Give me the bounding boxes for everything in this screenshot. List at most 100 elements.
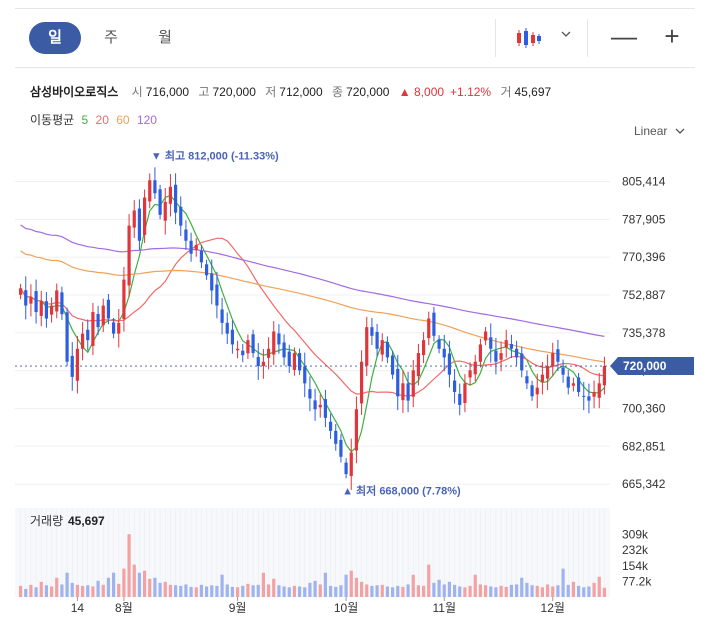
volume-bar xyxy=(421,585,426,597)
candle-body xyxy=(468,370,472,378)
ma-20[interactable]: 20 xyxy=(95,113,109,127)
volume-bar xyxy=(204,586,209,597)
volume-bar xyxy=(272,578,276,597)
candle-body xyxy=(602,366,607,386)
candle-body xyxy=(514,348,519,358)
volume-bar xyxy=(80,585,85,597)
candle-body xyxy=(235,348,240,351)
price-tick-label: 665,342 xyxy=(622,477,666,491)
volume-bar xyxy=(365,584,369,597)
volume-bar xyxy=(597,576,601,597)
close-value: 720,000 xyxy=(346,85,390,99)
volume-bar xyxy=(334,586,338,597)
volume-bar xyxy=(122,568,126,597)
volume-bar xyxy=(49,586,54,597)
volume-bar xyxy=(137,572,142,597)
volume-bar xyxy=(101,584,105,597)
candle-body xyxy=(427,318,431,339)
candle-body xyxy=(96,313,100,328)
candle-body xyxy=(380,340,384,355)
candle-body xyxy=(106,299,111,319)
volume-bar xyxy=(158,582,162,597)
candle-body xyxy=(184,229,188,241)
candle-body xyxy=(447,353,452,375)
candle-body xyxy=(117,322,121,334)
candle-body xyxy=(230,329,235,345)
tab-daily[interactable]: 일 xyxy=(29,22,81,54)
candle-body xyxy=(111,322,116,334)
high-label: 고 xyxy=(198,85,210,99)
volume-bar xyxy=(173,585,178,597)
candlestick-icon[interactable] xyxy=(515,26,541,50)
scale-selector[interactable]: Linear xyxy=(634,124,685,138)
candle-body xyxy=(587,396,591,401)
volume-bar xyxy=(566,584,570,597)
price-tick-label: 770,396 xyxy=(622,250,666,264)
stock-name: 삼성바이오로직스 xyxy=(30,85,119,99)
candle-body xyxy=(261,361,266,367)
candle-body xyxy=(504,340,508,348)
candle-body xyxy=(225,322,229,334)
ma-120[interactable]: 120 xyxy=(136,113,157,127)
ma-60[interactable]: 60 xyxy=(116,113,130,127)
tab-weekly[interactable]: 주 xyxy=(104,29,118,46)
volume-bar xyxy=(339,585,343,597)
scale-label: Linear xyxy=(634,124,668,138)
price-axis: 805,414787,905770,396752,887735,378717,8… xyxy=(15,175,694,491)
tab-monthly[interactable]: 월 xyxy=(158,29,172,46)
candle-body xyxy=(34,291,38,313)
price-tick-label: 752,887 xyxy=(622,288,666,302)
ma-120-line xyxy=(20,224,605,337)
time-tick-label: 10월 xyxy=(334,601,358,615)
volume-bar xyxy=(509,584,514,597)
volume-bar xyxy=(602,587,607,597)
candle-body xyxy=(411,370,415,397)
volume-bar xyxy=(142,570,147,597)
candle-body xyxy=(344,462,348,475)
volume-bar xyxy=(303,587,307,597)
candle-body xyxy=(168,186,173,204)
volume-bar xyxy=(380,584,384,597)
candle-body xyxy=(354,409,359,451)
volume-bar xyxy=(256,584,260,597)
volume-bar xyxy=(55,577,59,597)
volume-bar xyxy=(447,581,452,597)
candle-body xyxy=(220,309,224,323)
volume-bar xyxy=(375,585,379,597)
volume-bar xyxy=(230,586,235,597)
candle-body xyxy=(80,333,85,349)
candle-body xyxy=(556,349,560,362)
volume-bar xyxy=(587,586,591,597)
ma-5[interactable]: 5 xyxy=(81,113,89,127)
volume-bar xyxy=(199,584,204,597)
zoom-in-button[interactable]: + xyxy=(664,21,680,51)
volume-bar xyxy=(463,587,467,597)
volume-bar xyxy=(91,586,95,597)
candle-body xyxy=(194,245,198,250)
candle-body xyxy=(287,351,291,367)
candle-body xyxy=(592,391,596,397)
volume-bar xyxy=(313,580,317,597)
volume-current: 45,697 xyxy=(68,514,105,528)
chevron-down-icon[interactable] xyxy=(561,27,571,41)
volume-value: 45,697 xyxy=(514,85,552,99)
candle-body xyxy=(303,366,307,384)
volume-bar xyxy=(96,580,100,597)
volume-bar xyxy=(189,586,193,597)
volume-bar xyxy=(179,585,183,597)
candle-body xyxy=(349,452,353,477)
candle-body xyxy=(75,348,80,381)
candle-body xyxy=(452,380,457,392)
candle-body xyxy=(401,383,405,401)
volume-bar xyxy=(416,585,421,597)
zoom-out-button[interactable]: — xyxy=(611,21,637,51)
volume-bar xyxy=(556,585,560,597)
candle-body xyxy=(318,404,322,408)
volume-bar xyxy=(261,572,266,597)
volume-bar xyxy=(328,585,333,597)
candle-body xyxy=(365,327,369,366)
candle-body xyxy=(489,337,493,349)
candle-body xyxy=(55,290,59,312)
